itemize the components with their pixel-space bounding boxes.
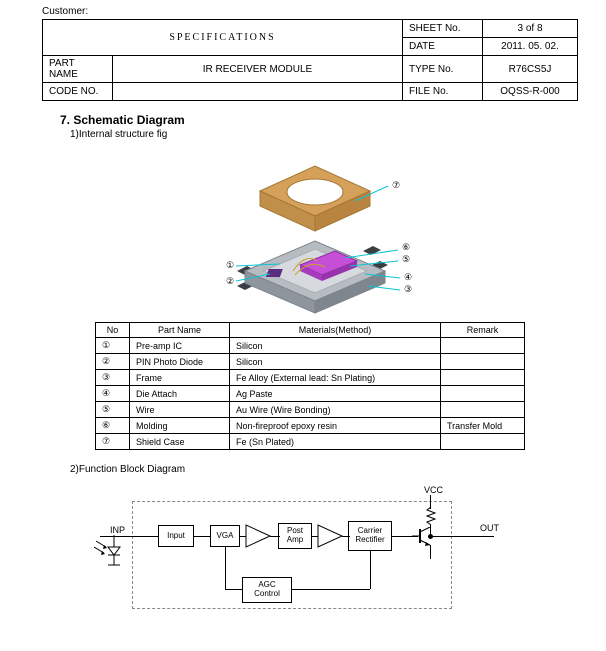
parts-cell	[441, 370, 525, 386]
parts-cell: Non-fireproof epoxy resin	[230, 418, 441, 434]
subsection-1: 1)Internal structure fig	[70, 129, 578, 140]
type-no-value: R76CS5J	[483, 56, 578, 83]
parts-cell: Fe (Sn Plated)	[230, 434, 441, 450]
parts-row: ⑥MoldingNon-fireproof epoxy resinTransfe…	[96, 418, 525, 434]
sheet-no-label: SHEET No.	[403, 20, 483, 38]
resistor-icon	[425, 507, 437, 527]
parts-row: ③FrameFe Alloy (External lead: Sn Platin…	[96, 370, 525, 386]
parts-header: Part Name	[130, 323, 230, 338]
doc-title: SPECIFICATIONS	[43, 20, 403, 56]
part-name-label: PART NAME	[43, 56, 113, 83]
subsection-2: 2)Function Block Diagram	[70, 464, 578, 475]
parts-cell: ④	[96, 386, 130, 402]
exploded-view: ⑦ ① ② ③ ④ ⑤ ⑥	[150, 146, 470, 316]
parts-cell: Wire	[130, 402, 230, 418]
file-no-label: FILE No.	[403, 83, 483, 101]
input-block: Input	[158, 525, 194, 547]
customer-label: Customer:	[42, 6, 578, 17]
module-boundary	[132, 501, 452, 609]
agc-block: AGC Control	[242, 577, 292, 603]
parts-row: ①Pre-amp ICSilicon	[96, 338, 525, 354]
exploded-svg	[150, 146, 470, 316]
parts-cell: Pre-amp IC	[130, 338, 230, 354]
parts-cell: ⑥	[96, 418, 130, 434]
postamp-block: Post Amp	[278, 523, 312, 549]
rectifier-block: Carrier Rectifier	[348, 521, 392, 551]
out-label: OUT	[480, 523, 499, 533]
parts-header: Materials(Method)	[230, 323, 441, 338]
code-no-label: CODE NO.	[43, 83, 113, 101]
parts-cell: Ag Paste	[230, 386, 441, 402]
parts-cell: Die Attach	[130, 386, 230, 402]
parts-cell: ①	[96, 338, 130, 354]
parts-row: ④Die AttachAg Paste	[96, 386, 525, 402]
section-title: 7. Schematic Diagram	[60, 113, 578, 127]
callout-5: ⑤	[402, 254, 410, 265]
parts-cell	[441, 402, 525, 418]
parts-table: NoPart NameMaterials(Method)Remark ①Pre-…	[95, 322, 525, 450]
parts-header: No	[96, 323, 130, 338]
parts-cell: Molding	[130, 418, 230, 434]
parts-row: ⑤WireAu Wire (Wire Bonding)	[96, 402, 525, 418]
date-value: 2011. 05. 02.	[483, 38, 578, 56]
parts-cell: ⑦	[96, 434, 130, 450]
type-no-label: TYPE No.	[403, 56, 483, 83]
parts-cell	[441, 434, 525, 450]
callout-3: ③	[404, 284, 412, 295]
parts-cell: Silicon	[230, 354, 441, 370]
inp-label: INP	[110, 525, 125, 535]
parts-cell: Transfer Mold	[441, 418, 525, 434]
file-no-value: OQSS-R-000	[483, 83, 578, 101]
callout-1: ①	[226, 260, 234, 271]
parts-cell: Au Wire (Wire Bonding)	[230, 402, 441, 418]
parts-cell: Shield Case	[130, 434, 230, 450]
parts-cell: Silicon	[230, 338, 441, 354]
parts-cell	[441, 354, 525, 370]
code-no-value	[113, 83, 403, 101]
vcc-label: VCC	[424, 485, 443, 495]
parts-cell	[441, 338, 525, 354]
sheet-no-value: 3 of 8	[483, 20, 578, 38]
callout-4: ④	[404, 272, 412, 283]
parts-cell: ⑤	[96, 402, 130, 418]
parts-row: ②PIN Photo DiodeSilicon	[96, 354, 525, 370]
parts-cell: PIN Photo Diode	[130, 354, 230, 370]
part-name-value: IR RECEIVER MODULE	[113, 56, 403, 83]
header-table: SPECIFICATIONS SHEET No. 3 of 8 DATE 201…	[42, 19, 578, 101]
parts-row: ⑦Shield CaseFe (Sn Plated)	[96, 434, 525, 450]
callout-2: ②	[226, 276, 234, 287]
parts-cell: ③	[96, 370, 130, 386]
photodiode-icon	[94, 535, 124, 569]
callout-6: ⑥	[402, 242, 410, 253]
date-label: DATE	[403, 38, 483, 56]
parts-cell	[441, 386, 525, 402]
function-block-diagram: VCC INP OUT Input VGA Post Amp Carrier R…	[92, 483, 522, 613]
callout-7: ⑦	[392, 180, 400, 191]
vga-block: VGA	[210, 525, 240, 547]
parts-cell: Fe Alloy (External lead: Sn Plating)	[230, 370, 441, 386]
parts-cell: ②	[96, 354, 130, 370]
parts-header: Remark	[441, 323, 525, 338]
parts-cell: Frame	[130, 370, 230, 386]
